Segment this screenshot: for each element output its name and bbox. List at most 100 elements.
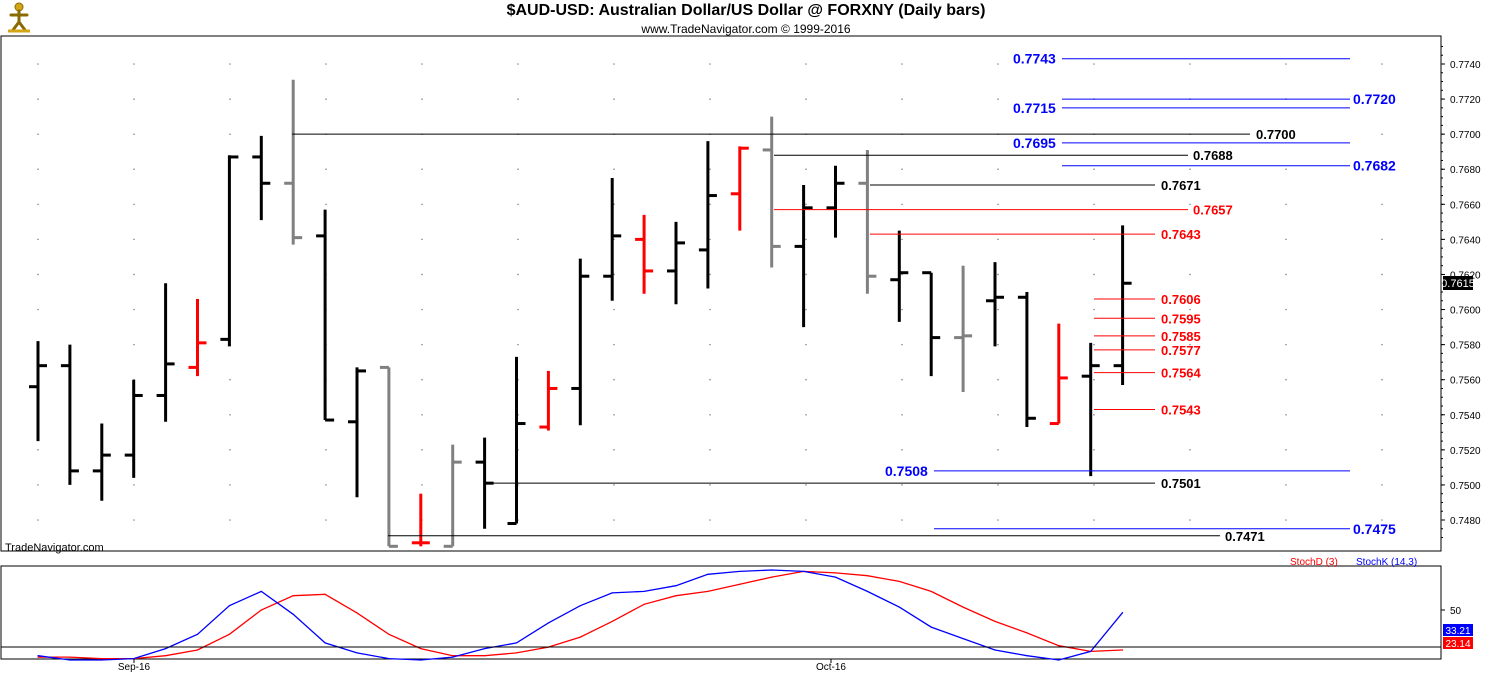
- stoch-point: [133, 657, 135, 660]
- grid-dot: [1285, 449, 1287, 451]
- grid-dot: [805, 484, 807, 486]
- grid-dot: [1093, 63, 1095, 65]
- grid-dot: [325, 168, 327, 171]
- grid-dot: [709, 238, 711, 241]
- stoch-point: [834, 576, 837, 578]
- grid-dot: [421, 343, 423, 346]
- grid-dot: [325, 63, 327, 65]
- grid-dot: [133, 63, 135, 65]
- level-label: 0.7595: [1161, 311, 1201, 326]
- ohlc-bar: [124, 379, 143, 478]
- level-label: 0.7682: [1353, 158, 1396, 174]
- ohlc-bar: [188, 299, 207, 377]
- stochk-readout: 33.21: [1445, 626, 1470, 637]
- ohlc-bar: [316, 209, 335, 422]
- stoch-point: [898, 606, 900, 608]
- stochastic-panel: [0, 565, 1442, 660]
- stoch-point: [803, 570, 805, 573]
- ohlc-bar: [698, 141, 717, 289]
- y-tick-label: 0.7520: [1450, 446, 1481, 457]
- grid-dot: [709, 449, 711, 451]
- grid-dot: [901, 308, 903, 311]
- trade-navigator-logo-icon: [8, 2, 30, 33]
- stoch-point: [165, 655, 167, 657]
- stoch-point: [962, 637, 964, 640]
- level-label: 0.7577: [1161, 343, 1201, 358]
- grid-dot: [709, 273, 711, 276]
- grid-dot: [805, 343, 807, 346]
- grid-dot: [997, 273, 999, 276]
- stoch-point: [292, 595, 294, 597]
- grid-dot: [1285, 168, 1287, 171]
- grid-dot: [1093, 238, 1095, 241]
- ohlc-bar: [667, 221, 685, 305]
- grid-dot: [37, 168, 39, 171]
- ohlc-bar: [730, 146, 749, 231]
- grid-dot: [901, 413, 903, 416]
- grid-dot: [1093, 273, 1095, 276]
- grid-dot: [613, 63, 615, 65]
- grid-dot: [325, 519, 327, 521]
- y-tick-label: 0.7540: [1450, 411, 1481, 422]
- grid-dot: [997, 519, 999, 521]
- y-tick-label: 0.7620: [1450, 270, 1481, 281]
- level-label: 0.7564: [1161, 366, 1202, 381]
- x-label-sep: Sep-16: [118, 662, 151, 673]
- grid-dot: [901, 98, 903, 100]
- stoch-point: [611, 620, 613, 623]
- stoch-point: [37, 656, 39, 658]
- level-label: 0.7688: [1193, 148, 1233, 163]
- grid-dot: [133, 519, 135, 521]
- stoch-point: [771, 569, 773, 571]
- grid-dot: [133, 238, 135, 241]
- ohlc-bar: [858, 149, 877, 294]
- grid-dot: [1381, 133, 1383, 135]
- ohlc-bar: [1049, 323, 1068, 426]
- grid-dot: [805, 519, 807, 521]
- grid-dot: [709, 378, 711, 381]
- stoch-point: [962, 606, 964, 608]
- grid-dot: [37, 308, 39, 311]
- grid-dot: [1285, 378, 1287, 381]
- stoch-point: [1058, 645, 1060, 647]
- stoch-point: [675, 595, 677, 597]
- ohlc-bar: [635, 214, 654, 294]
- stoch-point: [1026, 655, 1028, 657]
- level-label: 0.7715: [1013, 100, 1056, 116]
- ohlc-bar: [92, 423, 111, 501]
- level-label: 0.7643: [1161, 227, 1201, 242]
- grid-dot: [901, 519, 903, 521]
- stochk-readout-box: [1443, 624, 1473, 636]
- stoch-point: [866, 575, 869, 577]
- grid-dot: [805, 63, 807, 65]
- grid-dot: [1093, 519, 1095, 521]
- grid-dot: [613, 519, 615, 521]
- level-label: 0.7501: [1161, 476, 1201, 491]
- grid-dot: [421, 203, 423, 206]
- y-tick-label: 0.7500: [1450, 481, 1481, 492]
- grid-dot: [229, 378, 231, 381]
- grid-dot: [709, 203, 711, 206]
- grid-dot: [421, 378, 423, 381]
- grid-dot: [37, 449, 39, 451]
- grid-dot: [1285, 63, 1287, 65]
- grid-dot: [709, 413, 711, 416]
- stoch-point: [675, 585, 677, 587]
- grid-dot: [133, 168, 135, 171]
- grid-dot: [517, 203, 519, 206]
- grid-dot: [805, 203, 807, 206]
- grid-dot: [37, 238, 39, 241]
- y-tick-label: 0.7660: [1450, 200, 1481, 211]
- stoch-point: [101, 659, 103, 661]
- grid-dot: [421, 238, 423, 241]
- stoch-point: [388, 633, 390, 635]
- stochd-readout-box: [1443, 637, 1473, 649]
- grid-dot: [1381, 484, 1383, 486]
- grid-dot: [1285, 343, 1287, 346]
- stoch-point: [643, 603, 645, 605]
- stoch-point: [579, 636, 581, 638]
- level-label: 0.7606: [1161, 292, 1201, 307]
- grid-dot: [901, 63, 903, 65]
- grid-dot: [37, 484, 39, 486]
